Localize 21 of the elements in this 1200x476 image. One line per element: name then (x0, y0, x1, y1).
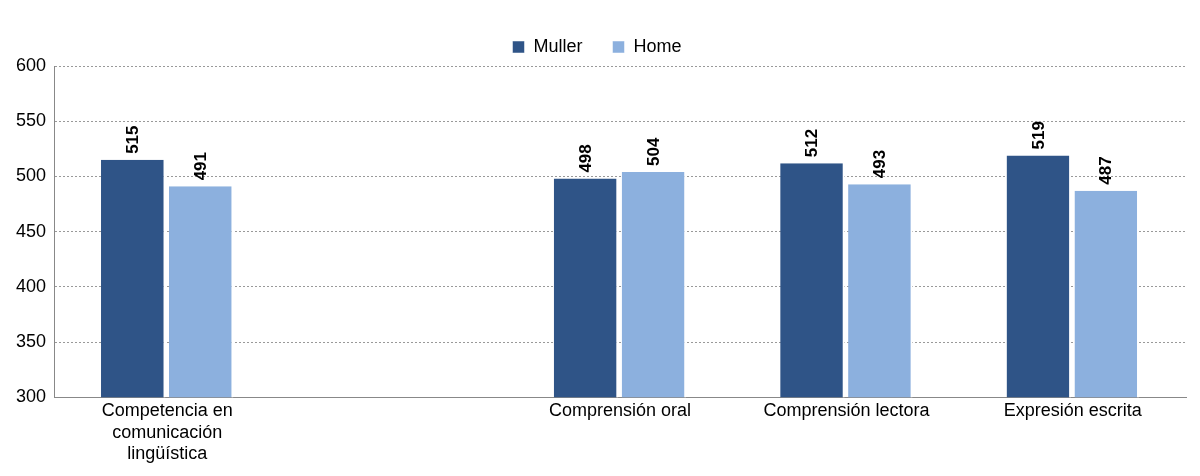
y-tick-label: 350 (15, 330, 47, 351)
x-tick-label: Competencia en comunicación lingüística (101, 399, 233, 464)
x-tick-label: Comprensión oral (548, 399, 692, 420)
data-label: 491 (190, 151, 210, 181)
y-tick-label: 500 (15, 165, 47, 186)
legend-label: Home (633, 35, 682, 56)
y-tick-label: 450 (15, 220, 47, 241)
data-label: 493 (870, 149, 890, 179)
y-tick-label: 550 (15, 110, 47, 131)
data-label: 519 (1028, 121, 1048, 150)
y-tick-label: 600 (15, 54, 47, 75)
y-tick-label: 400 (15, 275, 47, 296)
x-tick-label: Expresión escrita (1003, 399, 1143, 420)
legend-label: Muller (533, 35, 583, 56)
data-label: 512 (802, 128, 822, 158)
data-label: 515 (122, 125, 142, 154)
data-label: 487 (1096, 156, 1116, 185)
data-label: 504 (643, 137, 663, 166)
data-label: 498 (575, 144, 595, 173)
y-tick-label: 300 (15, 386, 47, 407)
x-tick-label: Comprensión lectora (763, 399, 931, 420)
